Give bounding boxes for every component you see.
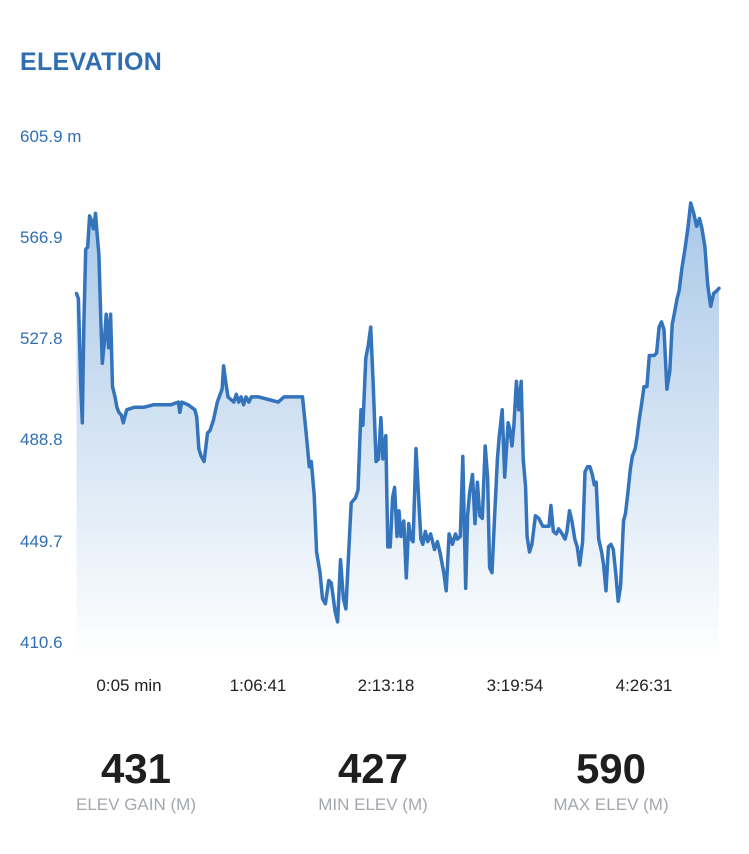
elevation-area — [76, 203, 719, 660]
elev-gain-value: 431 — [100, 745, 172, 792]
elevation-line — [74, 201, 721, 624]
elev-gain-label: ELEV GAIN (M) — [76, 795, 196, 814]
max-elev-label: MAX ELEV (M) — [553, 795, 669, 814]
chart-title: ELEVATION — [20, 48, 163, 76]
elevation-chart — [74, 201, 721, 660]
max-elev-value: 590 — [575, 745, 647, 792]
y-tick-label: 566.9 — [20, 228, 63, 247]
x-tick-label: 1:06:41 — [229, 676, 287, 695]
min-elev-label: MIN ELEV (M) — [318, 795, 428, 814]
max-elev-stat: 590 MAX ELEV (M) — [511, 745, 711, 815]
y-tick-label: 488.8 — [20, 430, 63, 449]
x-tick-label: 3:19:54 — [486, 676, 544, 695]
min-elev-value: 427 — [337, 745, 409, 792]
x-tick-label: 0:05 min — [96, 676, 162, 695]
x-tick-label: 2:13:18 — [357, 676, 415, 695]
x-tick-label: 4:26:31 — [615, 676, 673, 695]
y-tick-label: 605.9 m — [20, 127, 82, 146]
min-elev-stat: 427 MIN ELEV (M) — [273, 745, 473, 815]
y-tick-label: 410.6 — [20, 633, 63, 652]
y-tick-label: 449.7 — [20, 532, 63, 551]
elev-gain-stat: 431 ELEV GAIN (M) — [36, 745, 236, 815]
y-tick-label: 527.8 — [20, 329, 63, 348]
